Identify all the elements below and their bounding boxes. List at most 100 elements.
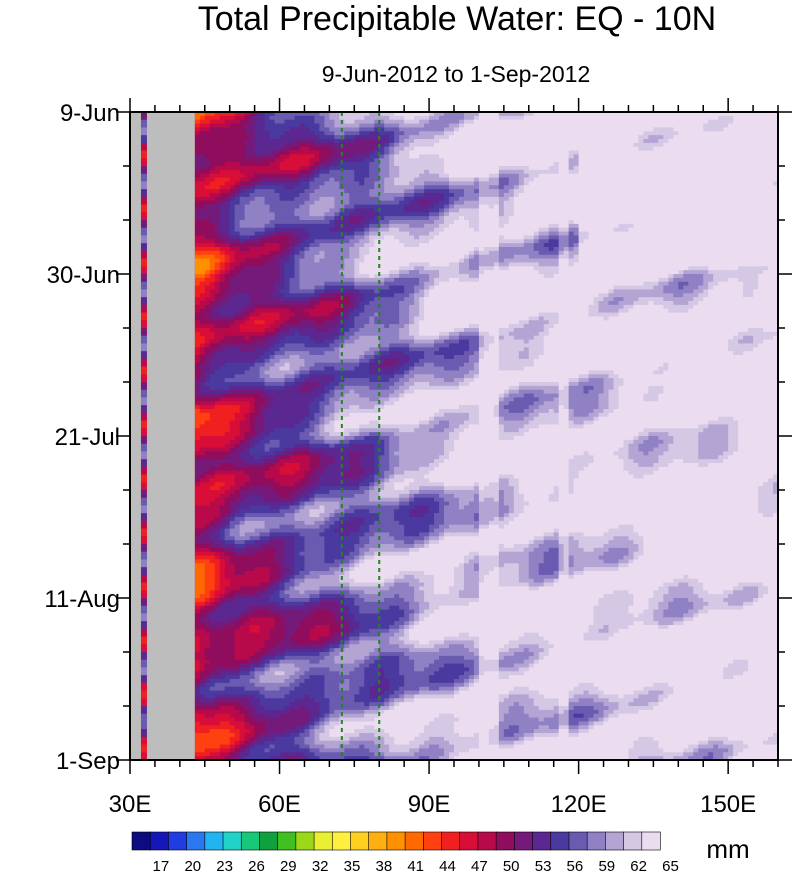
field-cell [284, 717, 291, 723]
field-cell [294, 304, 301, 310]
field-cell [219, 640, 226, 645]
field-cell [224, 733, 231, 738]
field-cell [259, 455, 266, 460]
field-cell [259, 486, 266, 491]
field-cell [239, 304, 246, 310]
field-cell [259, 517, 266, 522]
field-cell [299, 605, 306, 611]
field-cell [284, 443, 291, 449]
field-cell [239, 362, 246, 368]
field-cell [309, 474, 316, 480]
field-cell [269, 571, 276, 576]
field-cell [324, 455, 330, 460]
field-cell [284, 146, 291, 152]
field-cell [309, 648, 316, 653]
field-cell [304, 586, 311, 591]
field-cell [254, 412, 261, 418]
field-cell [269, 169, 276, 175]
field-cell [329, 706, 335, 711]
field-cell [239, 648, 246, 653]
field-cell [299, 181, 306, 186]
field-cell [319, 216, 325, 221]
field-cell [319, 671, 325, 676]
field-cell [194, 439, 201, 445]
field-cell [314, 324, 321, 329]
field-cell [229, 625, 236, 630]
field-cell [219, 397, 226, 402]
field-cell [334, 362, 340, 368]
field-cell [304, 200, 311, 206]
field-cell [329, 370, 335, 375]
field-cell [299, 459, 306, 464]
field-cell [314, 544, 321, 549]
field-cell [329, 358, 335, 364]
field-cell [224, 470, 231, 476]
field-cell [259, 505, 266, 510]
field-cell [264, 154, 271, 159]
field-cell [199, 679, 206, 684]
field-cell [319, 112, 325, 117]
field-cell [209, 544, 216, 549]
field-cell [304, 158, 311, 163]
field-cell [334, 501, 340, 507]
field-cell [239, 493, 246, 499]
field-cell [329, 571, 335, 576]
field-cell [239, 123, 246, 129]
field-cell [214, 142, 221, 148]
field-cell [229, 509, 236, 514]
field-cell [279, 189, 286, 194]
field-cell [239, 374, 246, 379]
field-cell [314, 139, 321, 144]
field-cell [274, 636, 281, 642]
field-cell [334, 652, 340, 657]
field-cell [329, 544, 335, 549]
field-cell [304, 166, 311, 171]
field-cell [259, 443, 266, 449]
field-cell [209, 139, 216, 144]
field-cell [289, 667, 296, 672]
field-cell [254, 135, 261, 140]
field-cell [309, 181, 316, 186]
field-cell [239, 266, 246, 271]
field-cell [194, 590, 201, 595]
field-cell [299, 509, 306, 514]
field-cell [264, 721, 271, 726]
field-cell [264, 185, 271, 190]
field-cell [309, 142, 316, 148]
field-cell [309, 177, 316, 183]
field-cell [204, 416, 211, 422]
field-cell [269, 655, 276, 661]
field-cell [234, 690, 241, 696]
field-cell [319, 389, 325, 395]
field-cell [324, 200, 330, 206]
field-cell [234, 455, 241, 460]
field-cell [194, 598, 201, 603]
field-cell [249, 231, 256, 237]
field-cell [224, 740, 231, 746]
field-cell [314, 370, 321, 375]
field-cell [304, 736, 311, 742]
field-cell [219, 285, 226, 291]
field-cell [269, 586, 276, 591]
field-cell [324, 671, 330, 676]
field-cell [309, 277, 316, 283]
field-cell [239, 679, 246, 684]
field-cell [304, 401, 311, 406]
field-cell [314, 146, 321, 152]
field-cell [294, 717, 301, 723]
field-cell [309, 559, 316, 564]
field-cell [264, 667, 271, 672]
field-cell [279, 709, 286, 715]
field-cell [284, 555, 291, 561]
field-cell [309, 497, 316, 503]
field-cell [299, 598, 306, 603]
field-cell [244, 663, 251, 669]
field-cell [244, 536, 251, 541]
field-cell [194, 540, 201, 545]
field-cell [214, 652, 221, 657]
field-cell [309, 316, 316, 321]
field-cell [289, 385, 296, 391]
field-cell [234, 686, 241, 692]
field-cell [304, 663, 311, 669]
field-cell [284, 112, 291, 117]
